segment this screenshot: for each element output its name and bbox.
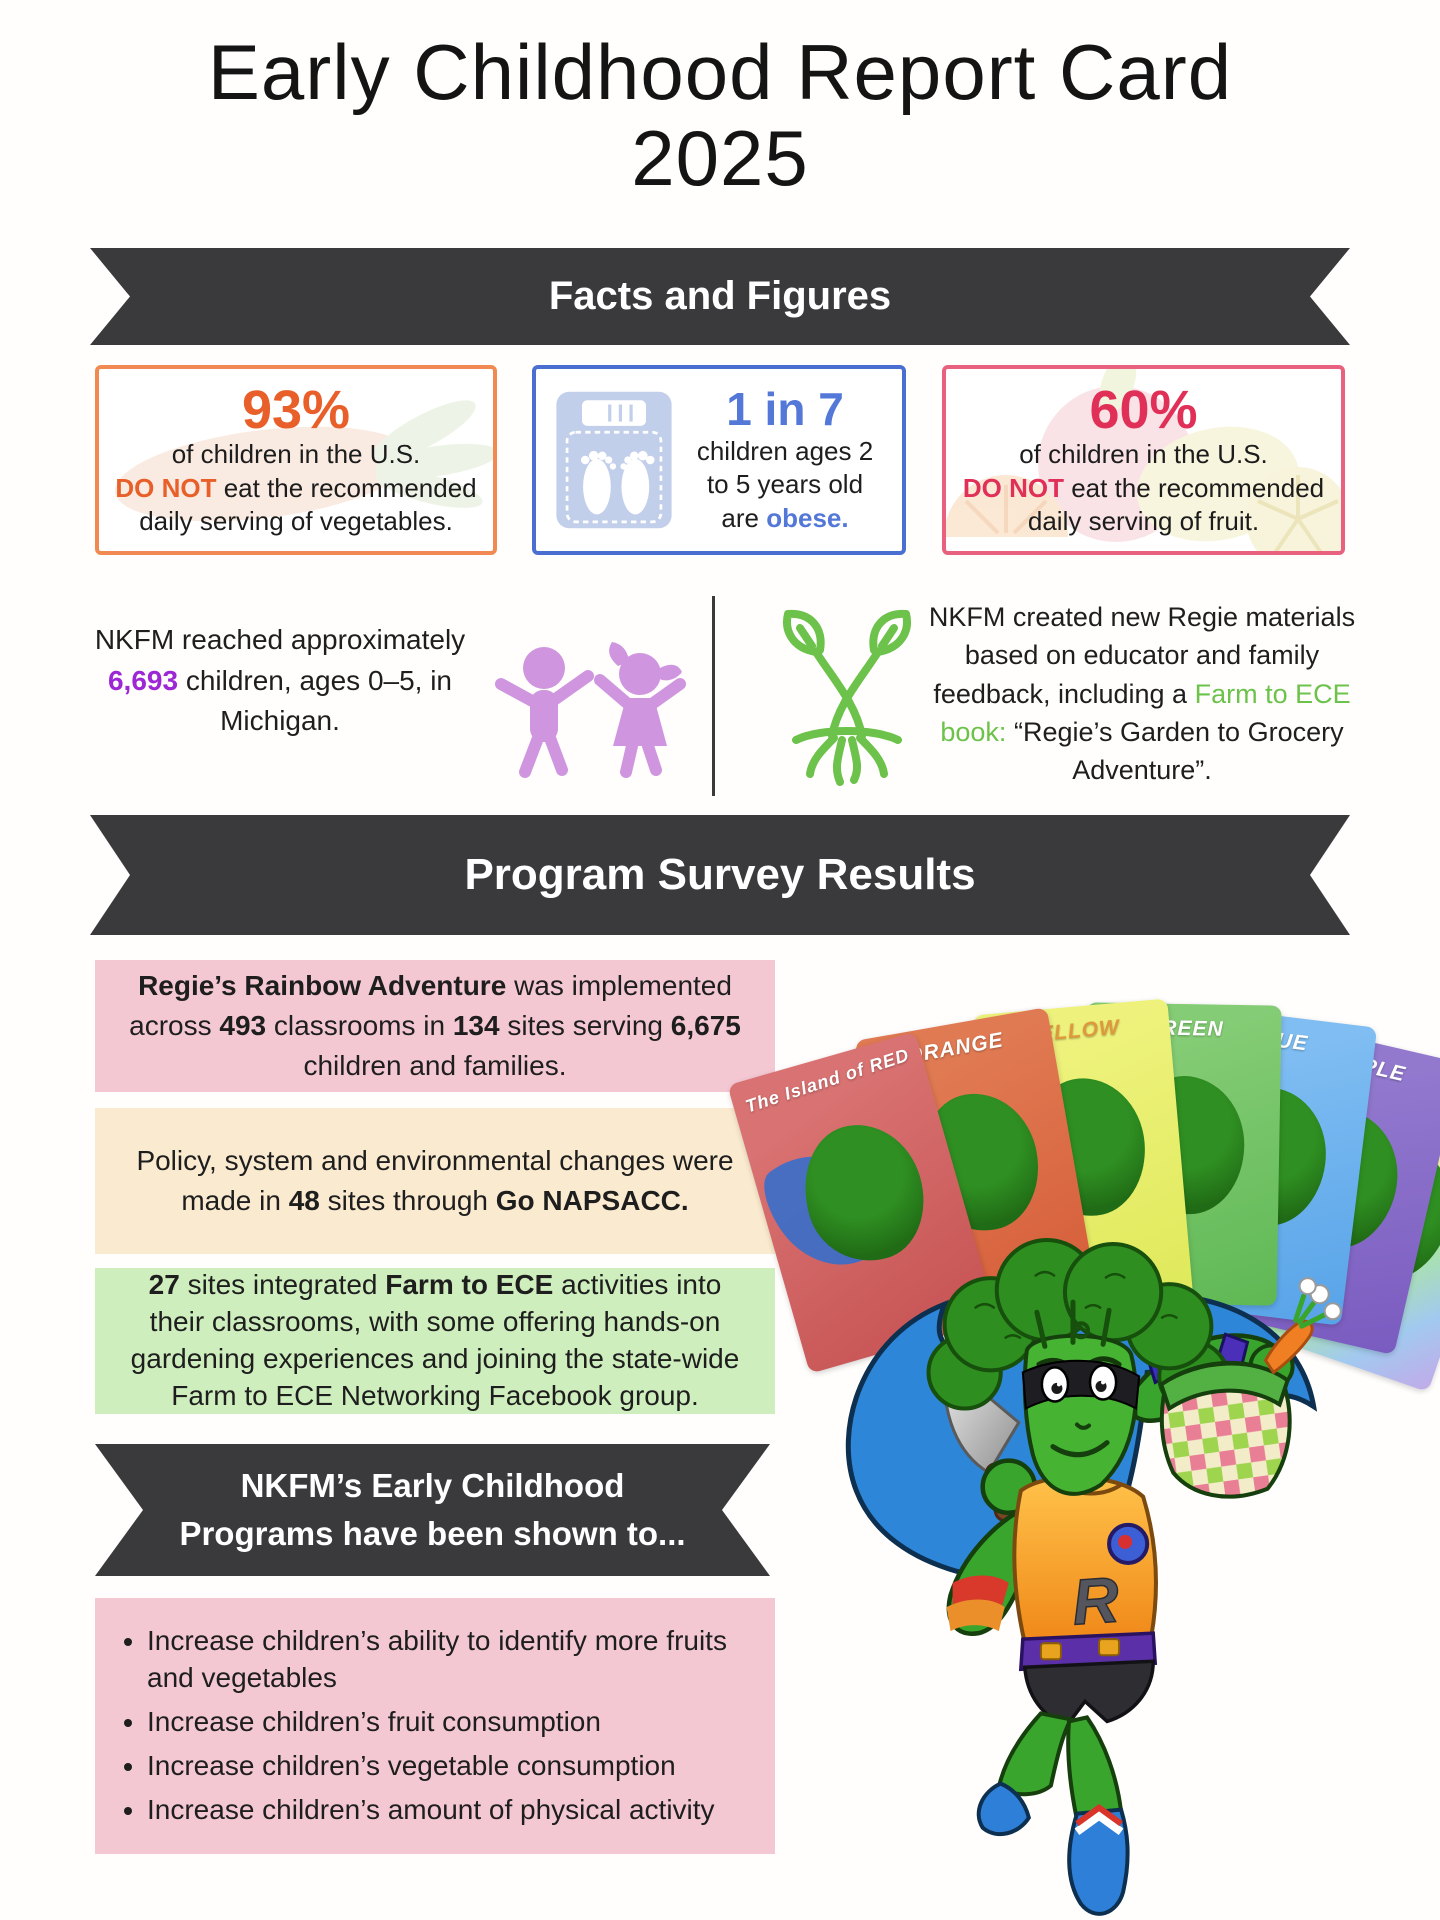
farm-sites-count: 27 bbox=[148, 1269, 180, 1301]
outcomes-list: Increase children’s ability to identify … bbox=[119, 1616, 775, 1836]
section-banner-facts: Facts and Figures bbox=[90, 248, 1350, 345]
stat-box-obesity: 1 in 7 children ages 2 to 5 years old ar… bbox=[532, 365, 906, 555]
rainbow-sites-count: 134 bbox=[452, 1010, 500, 1042]
note-rainbow-adventure: Regie’s Rainbow Adventure was implemente… bbox=[95, 960, 775, 1092]
stat-fruit-who: of children in the U.S. bbox=[1019, 439, 1268, 470]
seedling-icon bbox=[783, 609, 911, 786]
stat-box-fruit: 60% of children in the U.S. DO NOT eat t… bbox=[942, 365, 1345, 555]
reach-post: children, ages 0–5, in Michigan. bbox=[185, 664, 453, 737]
shown-to-line1: NKFM’s Early Childhood bbox=[240, 1467, 625, 1505]
chest-letter: R bbox=[1070, 1563, 1121, 1638]
outcome-item: Increase children’s ability to identify … bbox=[147, 1623, 775, 1697]
farm-t2: activities into their classrooms, with s… bbox=[130, 1269, 740, 1411]
note-farm-text: 27 sites integrated Farm to ECE activiti… bbox=[121, 1267, 749, 1415]
napsacc-sites-count: 48 bbox=[288, 1185, 320, 1216]
farm-t1: sites integrated bbox=[187, 1269, 378, 1301]
note-napsacc: Policy, system and environmental changes… bbox=[95, 1108, 775, 1254]
napsacc-t2: sites through bbox=[327, 1185, 488, 1216]
page-title-line1: Early Childhood Report Card bbox=[207, 28, 1233, 116]
reach-pre: NKFM reached approximately bbox=[94, 624, 466, 655]
stat-fruit-percent: 60% bbox=[1089, 379, 1198, 440]
page-title-line2: 2025 bbox=[631, 113, 809, 202]
bathroom-scale-icon bbox=[556, 391, 672, 529]
stat-obesity-ratio: 1 in 7 bbox=[726, 383, 844, 435]
stat-vegetables-who: of children in the U.S. bbox=[171, 439, 421, 470]
reach-statement: NKFM reached approximately 6,693 childre… bbox=[75, 620, 485, 742]
note-farm-to-ece: 27 sites integrated Farm to ECE activiti… bbox=[95, 1268, 775, 1414]
rainbow-children-count: 6,675 bbox=[670, 1010, 741, 1042]
vertical-divider bbox=[712, 596, 715, 796]
rainbow-program-name: Regie’s Rainbow Adventure bbox=[138, 970, 507, 1002]
note-napsacc-text: Policy, system and environmental changes… bbox=[121, 1141, 749, 1221]
materials-statement: NKFM created new Regie materials based o… bbox=[922, 598, 1362, 790]
materials-link: Farm to ECE book: bbox=[940, 678, 1351, 747]
stat-obesity-line1: children ages 2 bbox=[696, 435, 874, 466]
stat-fruit-emphasis: DO NOT bbox=[962, 472, 1064, 503]
section-banner-shown-to: NKFM’s Early Childhood Programs have bee… bbox=[95, 1444, 770, 1576]
regie-broccoli-superhero-illustration: R bbox=[845, 1238, 1342, 1916]
reach-number: 6,693 bbox=[107, 664, 179, 696]
section-banner-facts-label: Facts and Figures bbox=[548, 274, 892, 318]
shown-to-line2: Programs have been shown to... bbox=[179, 1515, 686, 1552]
stat-fruit-detail: DO NOT eat the recommended daily serving… bbox=[946, 472, 1341, 539]
children-icon bbox=[495, 642, 686, 778]
outcomes-box: Increase children’s ability to identify … bbox=[95, 1598, 775, 1854]
farm-program-name: Farm to ECE bbox=[385, 1269, 554, 1301]
page-title: Early Childhood Report Card 2025 bbox=[0, 28, 1440, 202]
outcome-item: Increase children’s vegetable consumptio… bbox=[147, 1748, 775, 1785]
note-rainbow-text: Regie’s Rainbow Adventure was implemente… bbox=[121, 966, 749, 1085]
stat-obesity-line3: are obese. bbox=[678, 502, 892, 536]
section-banner-survey: Program Survey Results bbox=[90, 815, 1350, 935]
stat-vegetables-detail: DO NOT eat the recommended daily serving… bbox=[99, 472, 493, 539]
rainbow-t4: children and families. bbox=[303, 1049, 567, 1081]
outcome-item: Increase children’s amount of physical a… bbox=[147, 1792, 775, 1829]
section-banner-survey-label: Program Survey Results bbox=[464, 850, 976, 899]
rainbow-t3: sites serving bbox=[507, 1010, 663, 1042]
rainbow-t1: was implemented across bbox=[129, 970, 732, 1042]
stat-obesity-pre: are bbox=[721, 503, 759, 534]
stat-vegetables-emphasis: DO NOT bbox=[115, 472, 217, 503]
stat-obesity-emphasis: obese. bbox=[766, 503, 849, 534]
rainbow-classrooms-count: 493 bbox=[219, 1010, 267, 1042]
stat-vegetables-percent: 93% bbox=[241, 379, 351, 440]
outcome-item: Increase children’s fruit consumption bbox=[147, 1704, 775, 1741]
stat-box-vegetables: 93% of children in the U.S. DO NOT eat t… bbox=[95, 365, 497, 555]
stat-obesity-line2: to 5 years old bbox=[706, 469, 864, 500]
materials-post: “Regie’s Garden to Grocery Adventure”. bbox=[1013, 716, 1344, 786]
napsacc-t1: Policy, system and environmental changes… bbox=[136, 1145, 734, 1216]
napsacc-program-name: Go NAPSACC. bbox=[495, 1185, 689, 1216]
materials-pre: NKFM created new Regie materials based o… bbox=[928, 602, 1356, 709]
stat-fruit-rest: eat the recommended daily serving of fru… bbox=[1027, 472, 1325, 536]
rainbow-t2: classrooms in bbox=[273, 1010, 446, 1042]
